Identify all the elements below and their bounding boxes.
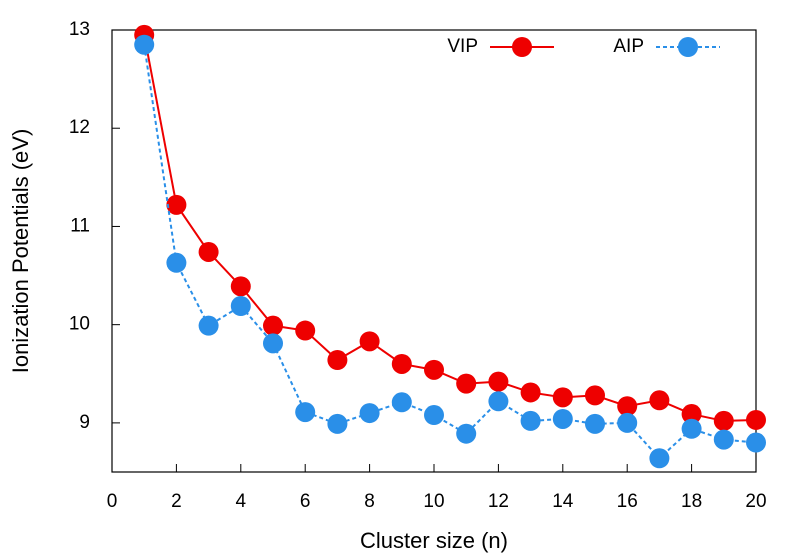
x-tick-label: 20 [745,491,766,512]
data-point [520,382,541,403]
data-point [488,371,509,392]
data-point [424,405,444,426]
data-point [746,432,766,453]
data-point [456,373,477,394]
data-point [649,390,670,411]
data-point [552,408,573,429]
data-point [552,387,573,408]
data-point [263,333,283,354]
data-point [746,409,766,430]
data-point [327,350,348,371]
data-point [166,252,187,273]
data-point [649,448,670,469]
data-point [230,296,251,317]
legend-label: VIP [447,36,478,57]
x-tick-label: 2 [171,491,182,512]
x-tick-label: 14 [552,491,574,512]
x-tick-label: 0 [107,491,118,512]
data-point [585,385,605,406]
data-point [198,315,219,336]
data-point [713,429,734,450]
x-tick-label: 16 [617,491,638,512]
y-tick-label: 9 [79,412,90,433]
data-point [198,241,219,262]
data-point [520,410,541,431]
data-point [681,418,702,439]
data-point [295,320,316,341]
y-axis-label: Ionization Potentials (eV) [8,129,33,374]
data-point [391,392,412,413]
legend-marker [512,37,532,57]
x-axis-label: Cluster size (n) [360,528,508,553]
data-point [424,359,444,380]
data-point [359,403,380,424]
data-point [359,331,380,352]
data-point [617,396,638,417]
x-tick-label: 6 [300,491,311,512]
data-point [295,402,316,423]
data-point [230,276,251,297]
y-tick-label: 12 [69,117,90,138]
data-point [456,423,477,444]
data-point [166,194,187,215]
data-point [327,413,348,434]
x-tick-label: 18 [681,491,702,512]
data-point [617,412,638,433]
y-tick-label: 13 [69,19,90,40]
data-point [681,404,702,425]
series-line [143,34,757,422]
x-tick-label: 8 [364,491,375,512]
x-tick-label: 4 [236,491,247,512]
data-point [713,410,734,431]
data-point [391,353,412,374]
data-point [585,413,605,434]
data-point [134,34,155,55]
x-tick-label: 12 [488,491,509,512]
y-tick-label: 11 [70,215,90,236]
data-point [263,315,283,336]
legend-marker [678,37,698,57]
y-tick-label: 10 [69,314,90,335]
legend-label: AIP [613,36,644,57]
x-tick-label: 10 [423,491,444,512]
data-point [488,391,509,412]
